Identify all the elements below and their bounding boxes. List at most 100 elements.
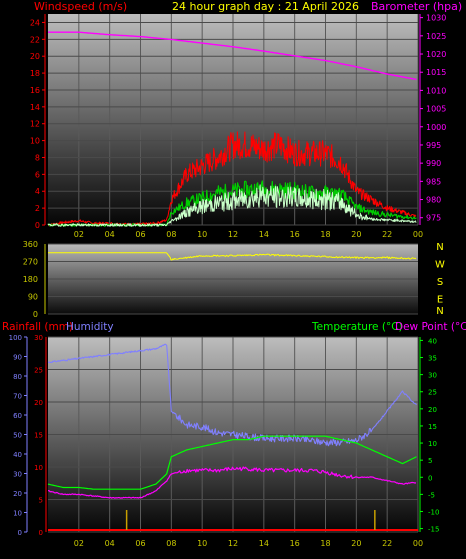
x-tick-label: 02 (74, 539, 84, 548)
temperature-tick-label: 20 (428, 406, 437, 414)
compass-label: W (435, 260, 445, 271)
x-tick-label: 18 (320, 539, 330, 548)
temperature-tick-label: 15 (428, 423, 437, 431)
humidity-tick-label: 50 (13, 432, 22, 440)
direction-tick-label: 0 (33, 310, 38, 319)
graph-title: 24 hour graph day : 21 April 2026 (172, 0, 359, 13)
humidity-tick-label: 80 (13, 373, 22, 381)
windspeed-tick-label: 12 (30, 120, 40, 129)
humidity-tick-label: 30 (13, 471, 22, 479)
temperature-tick-label: 0 (428, 474, 432, 482)
humidity-tick-label: 0 (18, 529, 22, 537)
x-tick-label: 04 (105, 230, 115, 239)
rainfall-tick-label: 25 (34, 367, 43, 375)
x-tick-label: 02 (74, 230, 84, 239)
windspeed-tick-label: 22 (30, 35, 40, 44)
temperature-line (47, 435, 417, 490)
rain-humidity-grid: 02 04 06 08 10 12 14 16 18 20 22 00 (48, 336, 423, 548)
temperature-tick-label: -5 (428, 491, 435, 499)
x-tick-label: 12 (228, 230, 238, 239)
windspeed-tick-label: 8 (35, 153, 40, 162)
barometer-tick-label: 1015 (426, 68, 446, 77)
rain-humidity-temperature-panel: 02 04 06 08 10 12 14 16 18 20 22 00 010203040506070… (9, 334, 440, 548)
wind-barometer-ticks: 0246810121416182022249759809859909951000… (30, 14, 447, 230)
humidity-tick-label: 70 (13, 393, 22, 401)
humidity-axis-label: Humidity (66, 321, 114, 333)
x-tick-label: 04 (105, 539, 115, 548)
x-tick-label: 14 (259, 230, 269, 239)
temperature-tick-label: 35 (428, 355, 437, 363)
barometer-axis-label: Barometer (hpa) (371, 0, 462, 13)
x-tick-label: 16 (290, 230, 300, 239)
rainfall-axis-label: Rainfall (mm) (2, 321, 73, 333)
windspeed-tick-label: 18 (30, 69, 40, 78)
x-tick-label: 20 (351, 539, 361, 548)
rainfall-tick-label: 10 (34, 464, 43, 472)
compass-label: N (436, 306, 443, 317)
humidity-tick-label: 60 (13, 412, 22, 420)
wind-barometer-panel: 02 04 06 08 10 12 14 16 18 20 22 00 024681012141618… (30, 14, 447, 239)
windspeed-tick-label: 2 (35, 204, 40, 213)
barometer-tick-label: 995 (426, 141, 441, 150)
compass-label: N (436, 242, 443, 253)
windspeed-tick-label: 24 (30, 18, 40, 27)
rain-humidity-series (47, 343, 418, 531)
x-tick-label: 16 (290, 539, 300, 548)
wind-direction-grid (48, 243, 418, 315)
windspeed-tick-label: 14 (30, 103, 40, 112)
temperature-tick-label: 30 (428, 372, 437, 380)
temperature-tick-label: 25 (428, 389, 437, 397)
humidity-tick-label: 20 (13, 490, 22, 498)
rainfall-tick-label: 15 (34, 432, 43, 440)
windspeed-tick-label: 20 (30, 52, 40, 61)
x-tick-label: 14 (259, 539, 269, 548)
x-tick-label: 00 (413, 230, 423, 239)
temperature-tick-label: -10 (428, 508, 439, 516)
x-tick-label: 22 (382, 230, 392, 239)
x-tick-label: 20 (351, 230, 361, 239)
temperature-tick-label: -15 (428, 526, 439, 534)
wind-low-line (47, 184, 417, 227)
x-tick-label: 10 (197, 539, 207, 548)
x-tick-label: 22 (382, 539, 392, 548)
x-tick-label: 12 (228, 539, 238, 548)
windspeed-tick-label: 0 (35, 221, 40, 230)
x-tick-label: 00 (413, 539, 423, 548)
windspeed-tick-label: 6 (35, 170, 40, 179)
barometer-tick-label: 1010 (426, 86, 446, 95)
compass-label: E (437, 295, 443, 306)
compass-label: S (437, 277, 443, 288)
windspeed-axis-label: Windspeed (m/s) (34, 0, 127, 13)
windspeed-tick-label: 16 (30, 86, 40, 95)
barometer-tick-label: 1020 (426, 50, 446, 59)
x-tick-label: 10 (197, 230, 207, 239)
rainfall-tick-label: 5 (39, 497, 43, 505)
barometer-tick-label: 980 (426, 196, 441, 205)
barometer-tick-label: 975 (426, 214, 441, 223)
barometer-tick-label: 1030 (426, 14, 446, 23)
temperature-tick-label: 40 (428, 337, 437, 345)
humidity-line (47, 343, 417, 447)
wind-barometer-series (47, 31, 417, 227)
barometer-line (48, 31, 417, 81)
barometer-tick-label: 985 (426, 177, 441, 186)
barometer-tick-label: 1000 (426, 123, 446, 132)
x-tick-label: 06 (135, 230, 145, 239)
dewpoint-line (47, 466, 417, 499)
x-tick-label: 18 (320, 230, 330, 239)
dewpoint-axis-label: Dew Point (°C) (395, 321, 466, 333)
barometer-tick-label: 1005 (426, 105, 446, 114)
barometer-tick-label: 990 (426, 159, 441, 168)
humidity-tick-label: 40 (13, 451, 22, 459)
direction-tick-label: 360 (23, 240, 38, 249)
rain-humidity-ticks: 0102030405060708090100051015202530-15-10… (9, 334, 440, 537)
temperature-tick-label: 5 (428, 457, 432, 465)
direction-tick-label: 180 (23, 275, 38, 284)
windspeed-tick-label: 4 (35, 187, 40, 196)
direction-tick-label: 90 (28, 293, 38, 302)
x-tick-label: 08 (166, 539, 176, 548)
